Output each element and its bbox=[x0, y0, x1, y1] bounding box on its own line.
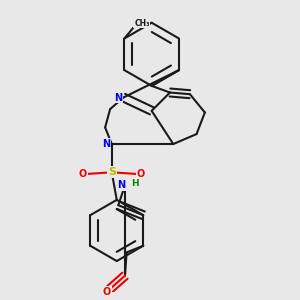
Text: N: N bbox=[114, 92, 122, 103]
Text: CH₃: CH₃ bbox=[134, 19, 150, 28]
Text: H: H bbox=[131, 179, 139, 188]
Text: N: N bbox=[117, 180, 125, 190]
Text: S: S bbox=[108, 167, 116, 177]
Text: O: O bbox=[79, 169, 87, 179]
Text: N: N bbox=[102, 139, 110, 149]
Text: O: O bbox=[136, 169, 145, 179]
Text: O: O bbox=[103, 287, 111, 297]
